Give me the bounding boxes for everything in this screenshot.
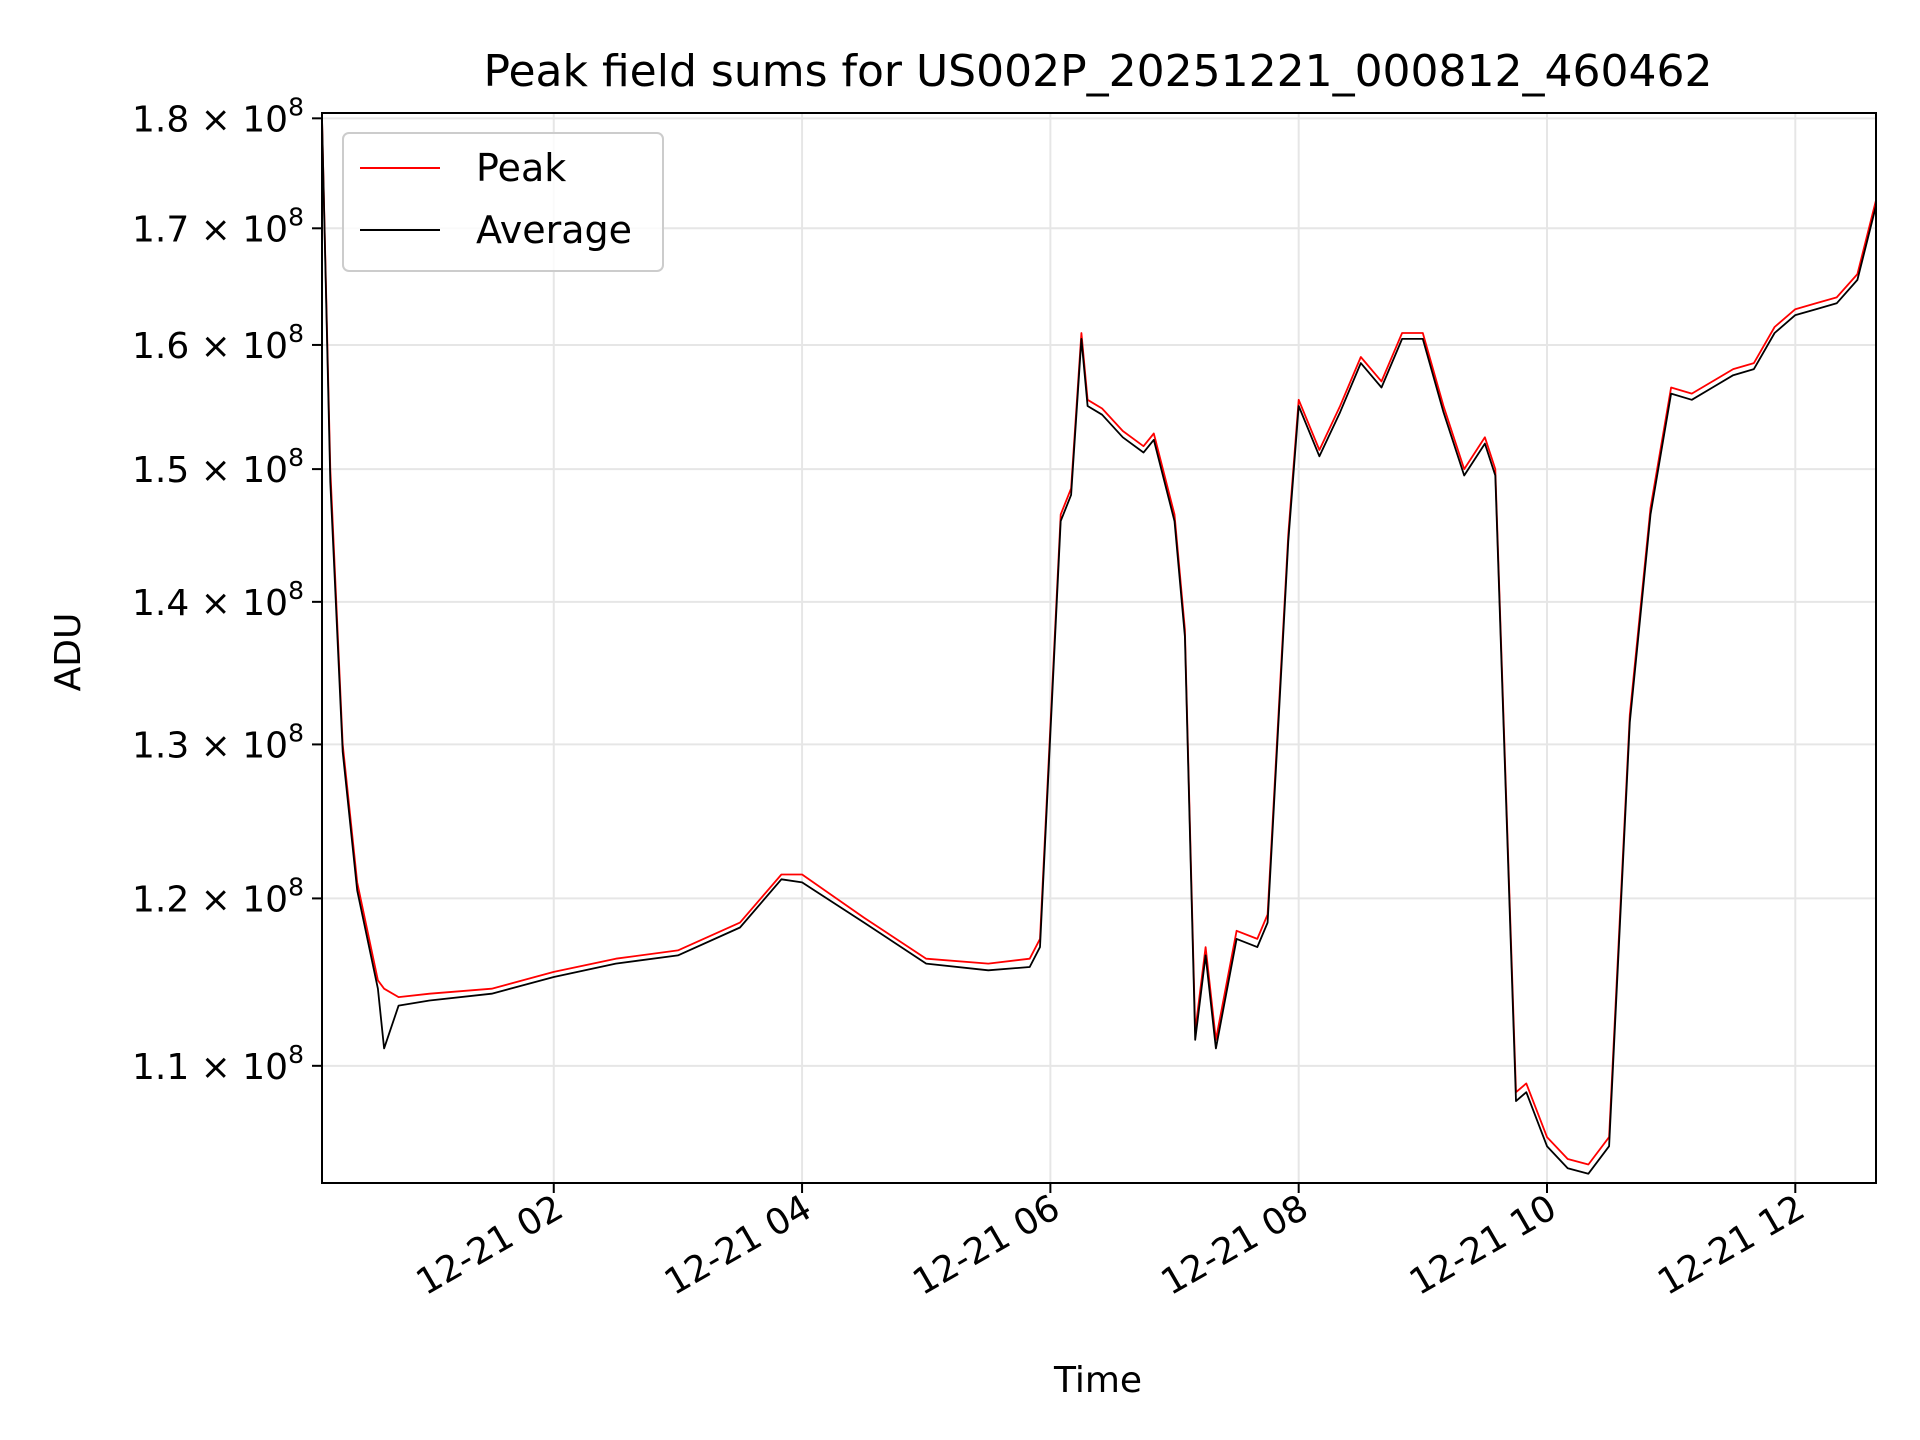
y-tick-label: 1.2 × 108 [132, 872, 304, 920]
series-line-average [321, 118, 1877, 1175]
legend-label-peak: Peak [476, 146, 566, 190]
chart-title: Peak field sums for US002P_20251221_0008… [484, 46, 1713, 97]
series-line-peak [321, 118, 1877, 1166]
y-tick-label: 1.6 × 108 [132, 319, 304, 367]
y-tick-label: 1.8 × 108 [132, 92, 304, 140]
grid-lines [322, 113, 1876, 1183]
y-tick-label: 1.7 × 108 [132, 202, 304, 250]
plot-frame [321, 112, 1877, 1184]
legend: Peak Average [342, 132, 664, 272]
y-axis-title: ADU [48, 613, 89, 692]
y-tick-label: 1.5 × 108 [132, 443, 304, 491]
x-axis-title: Time [1053, 1360, 1142, 1401]
y-tick-label: 1.4 × 108 [132, 576, 304, 624]
series-lines [321, 118, 1877, 1175]
legend-label-average: Average [476, 208, 632, 252]
y-tick-label: 1.3 × 108 [132, 718, 304, 766]
y-axis: 1.1 × 108 1.2 × 108 1.3 × 108 1.4 × 108 1.5 … [132, 92, 322, 1088]
y-tick-label: 1.1 × 108 [132, 1040, 304, 1088]
